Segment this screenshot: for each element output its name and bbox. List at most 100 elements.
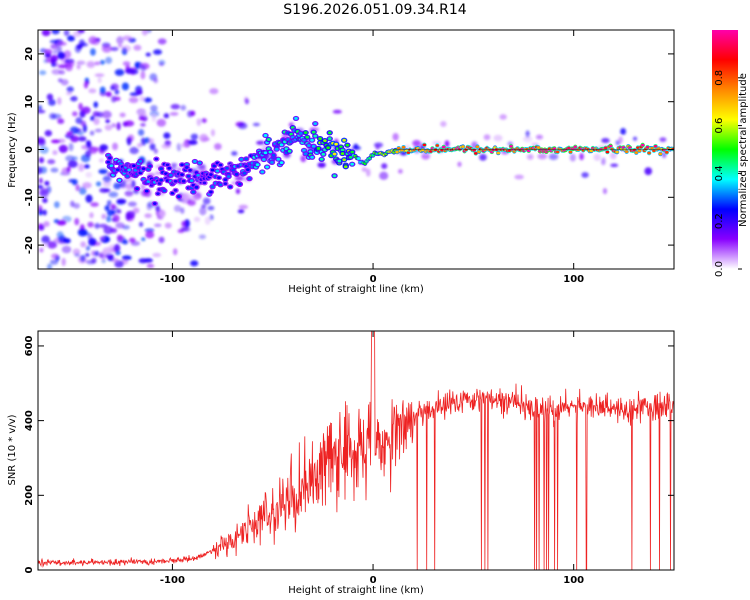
ridge-mark	[246, 168, 250, 172]
noise-speckle	[237, 122, 248, 130]
noise-speckle	[91, 147, 100, 152]
ridge-mark	[185, 166, 189, 169]
noise-speckle	[133, 44, 142, 51]
ridge-mark	[226, 175, 231, 178]
y-tick-label: -10	[24, 188, 35, 206]
ridge-mark	[406, 151, 411, 155]
ridge-mark	[337, 159, 342, 163]
noise-speckle	[158, 59, 166, 66]
noise-speckle	[50, 139, 61, 144]
ridge-mark	[279, 161, 284, 165]
ridge-mark	[262, 158, 266, 161]
y-tick-label: 0	[24, 566, 35, 573]
noise-speckle	[93, 117, 100, 126]
noise-speckle	[41, 30, 51, 37]
ridge-mark	[170, 191, 175, 195]
noise-speckle	[54, 201, 60, 209]
noise-speckle	[187, 140, 198, 145]
ridge-mark	[350, 162, 354, 166]
noise-speckle	[93, 250, 100, 257]
ridge-mark	[165, 163, 170, 167]
ridge-mark	[217, 176, 221, 180]
noise-speckle	[499, 114, 507, 120]
ridge-mark	[218, 163, 223, 167]
noise-speckle	[73, 202, 80, 209]
noise-speckle	[579, 153, 584, 161]
noise-speckle	[84, 253, 90, 257]
noise-speckle	[244, 98, 250, 105]
noise-speckle	[50, 167, 59, 173]
noise-speckle	[156, 118, 167, 127]
noise-speckle	[83, 81, 89, 89]
ridge-mark	[146, 180, 151, 183]
ridge-mark	[238, 182, 242, 186]
noise-speckle	[440, 121, 447, 127]
ridge-mark	[647, 151, 651, 155]
noise-speckle	[209, 88, 219, 95]
colorbar-label: Normalized spectral amplitude	[738, 73, 749, 227]
ridge-mark	[186, 174, 191, 178]
noise-speckle	[124, 120, 135, 127]
x-tick-label: 0	[370, 575, 377, 586]
ridge-mark	[255, 163, 260, 167]
noise-speckle	[91, 257, 97, 264]
ridge-mark	[473, 151, 478, 155]
ridge-mark	[239, 157, 244, 161]
noise-speckle	[94, 128, 103, 133]
ridge-mark	[302, 149, 306, 152]
ridge-mark	[435, 144, 440, 147]
noise-speckle	[42, 197, 48, 204]
ridge-mark	[276, 157, 281, 161]
noise-speckle	[136, 89, 143, 96]
noise-speckle	[659, 137, 667, 143]
ridge-mark	[154, 157, 159, 161]
noise-speckle	[214, 143, 222, 151]
noise-speckle	[78, 163, 85, 172]
noise-speckle	[170, 103, 181, 110]
ridge-mark	[169, 173, 173, 177]
ridge-mark	[223, 182, 228, 186]
noise-speckle	[61, 245, 72, 254]
noise-speckle	[76, 130, 84, 136]
ridge-mark	[603, 146, 608, 150]
noise-speckle	[125, 210, 136, 219]
noise-speckle	[56, 231, 64, 240]
noise-speckle	[138, 221, 144, 227]
ridge-mark	[653, 144, 658, 148]
ridge-mark	[340, 152, 345, 155]
noise-speckle	[97, 77, 102, 84]
noise-speckle	[69, 126, 79, 135]
ridge-mark	[332, 152, 337, 156]
noise-speckle	[581, 172, 589, 178]
noise-speckle	[170, 163, 178, 167]
noise-speckle	[153, 148, 158, 154]
noise-speckle	[593, 153, 602, 161]
ridge-mark	[307, 144, 311, 147]
colorbar-tick-label: 0.6	[714, 118, 725, 134]
noise-speckle	[198, 234, 206, 240]
ridge-mark	[342, 138, 346, 142]
noise-speckle	[202, 197, 211, 205]
noise-speckle	[46, 56, 52, 63]
ridge-mark	[132, 164, 136, 168]
ridge-mark	[193, 160, 197, 163]
ridge-mark	[340, 148, 345, 152]
ridge-mark	[197, 161, 202, 165]
ridge-mark	[332, 174, 337, 178]
noise-speckle	[525, 130, 530, 138]
ridge-mark	[326, 146, 330, 150]
noise-speckle	[141, 237, 146, 242]
noise-speckle	[76, 64, 81, 70]
noise-speckle	[121, 255, 132, 261]
noise-speckle	[526, 154, 534, 160]
noise-speckle	[365, 168, 371, 177]
noise-speckle	[161, 143, 172, 149]
noise-speckle	[44, 48, 53, 55]
noise-speckle	[112, 214, 120, 223]
noise-speckle	[115, 250, 121, 256]
ridge-mark	[294, 117, 298, 120]
noise-speckle	[235, 188, 241, 195]
ridge-mark	[188, 168, 192, 172]
ridge-mark	[343, 165, 348, 169]
noise-speckle	[65, 91, 73, 96]
